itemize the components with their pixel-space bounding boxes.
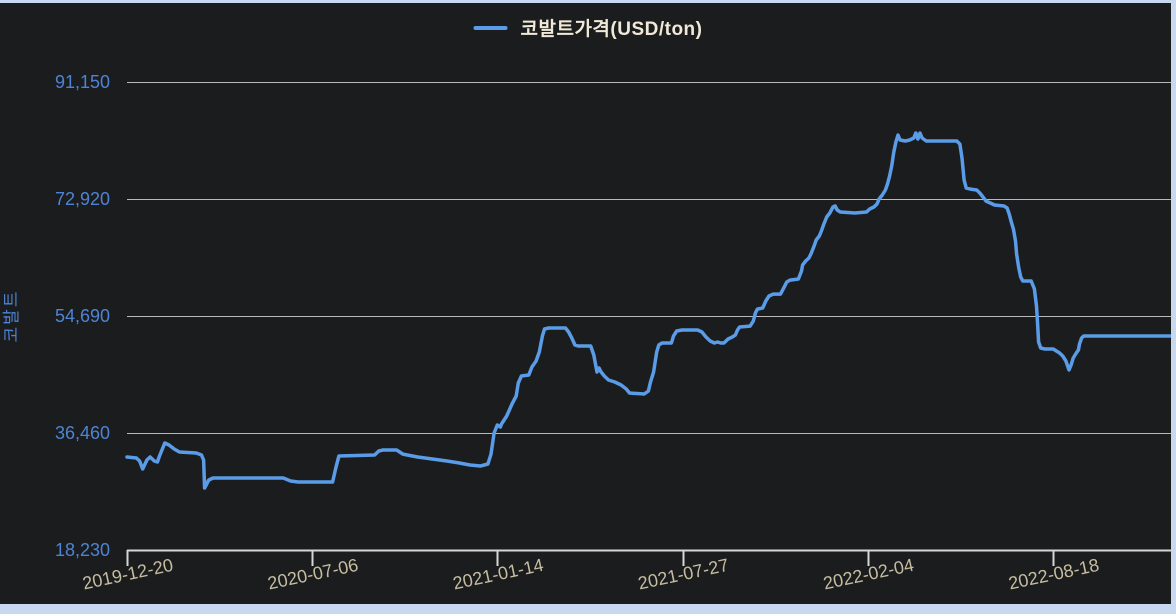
frame-border-right <box>1171 0 1176 614</box>
price-line-series <box>125 131 1176 490</box>
legend-label: 코발트가격(USD/ton) <box>520 19 703 40</box>
y-tick-label: 36,460 <box>55 423 110 443</box>
y-tick-label: 72,920 <box>55 189 110 209</box>
y-tick-label: 91,150 <box>55 72 110 92</box>
y-tick-label: 18,230 <box>55 540 110 560</box>
frame-border-top <box>0 0 1176 3</box>
legend-line-swatch <box>473 25 508 30</box>
legend: 코발트가격(USD/ton) <box>473 14 703 41</box>
y-axis-title: 코발트 <box>2 290 21 343</box>
y-tick-label: 54,690 <box>55 306 110 326</box>
frame-border-bottom <box>0 604 1176 614</box>
